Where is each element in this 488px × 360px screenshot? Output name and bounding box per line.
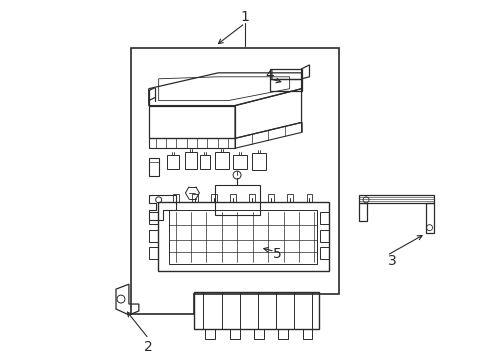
Text: 1: 1 [240,10,249,24]
Text: 2: 2 [144,340,153,354]
Text: 5: 5 [273,247,282,261]
Text: 3: 3 [386,255,395,268]
Text: 4: 4 [265,68,274,82]
